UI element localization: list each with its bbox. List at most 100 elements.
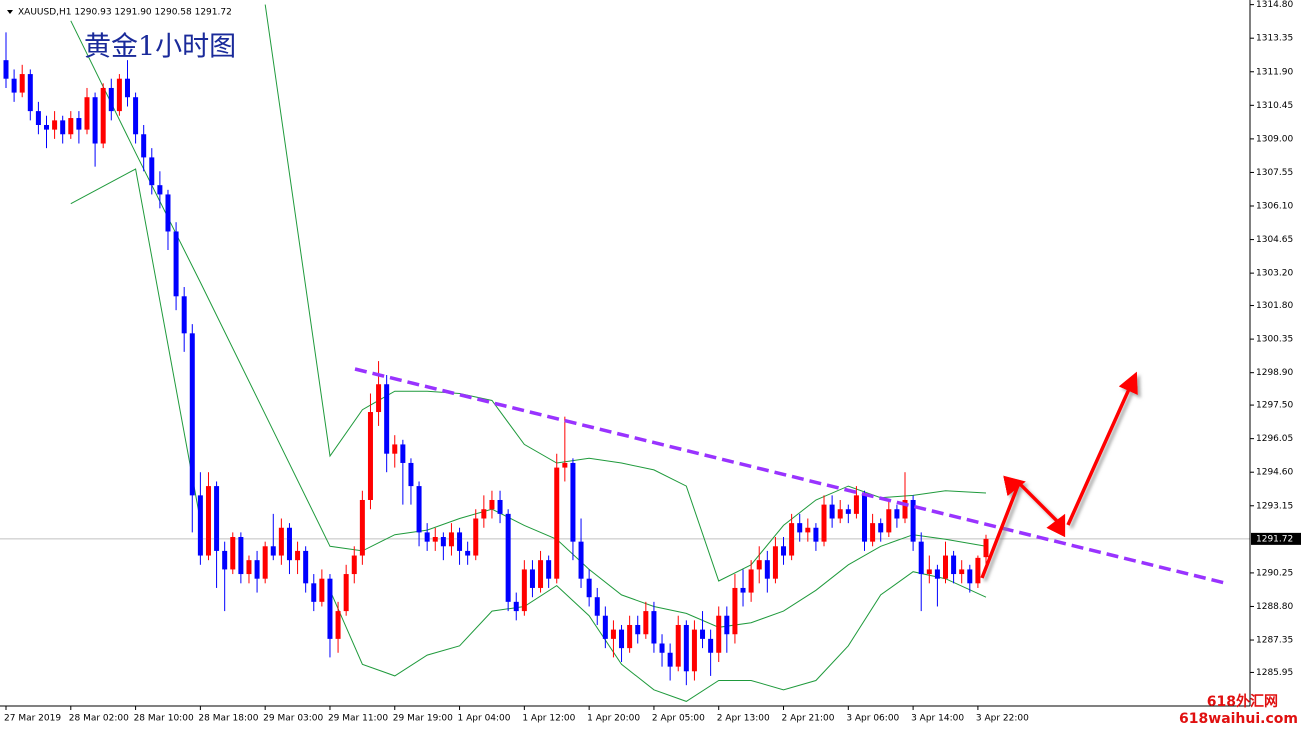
- candle-body: [408, 462, 414, 487]
- candle-body: [311, 583, 317, 602]
- watermark: 618外汇网: [1207, 693, 1278, 710]
- band-line: [70, 168, 201, 521]
- candle-body: [262, 546, 268, 579]
- y-tick-label: 1298.90: [1256, 368, 1293, 378]
- candle-body: [60, 120, 66, 135]
- candle-body: [343, 574, 349, 612]
- band-line: [70, 20, 987, 628]
- y-tick-label: 1287.35: [1256, 636, 1293, 646]
- candle-body: [133, 97, 139, 135]
- candle-body: [286, 527, 292, 561]
- current-price-label: 1291.72: [1256, 534, 1293, 544]
- candle-body: [76, 118, 82, 130]
- candle-body: [983, 538, 989, 558]
- candle-body: [278, 527, 284, 556]
- candle-body: [222, 550, 228, 570]
- candle-body: [667, 652, 673, 667]
- candle-body: [586, 578, 592, 598]
- candle-body: [870, 523, 876, 542]
- x-tick-label: 29 Mar 03:00: [263, 714, 323, 724]
- candle-body: [894, 509, 900, 519]
- candle-body: [513, 601, 519, 612]
- candle-body: [805, 527, 811, 533]
- candle-body: [448, 532, 454, 547]
- y-tick-label: 1313.35: [1256, 34, 1293, 44]
- x-tick-label: 3 Apr 22:00: [976, 714, 1029, 724]
- y-tick-label: 1293.15: [1256, 501, 1293, 511]
- candle-body: [708, 638, 714, 653]
- candle-body: [376, 384, 382, 413]
- candle-body: [149, 157, 155, 186]
- candle-body: [700, 629, 706, 639]
- x-tick-label: 2 Apr 21:00: [782, 714, 835, 724]
- y-tick-label: 1288.80: [1256, 602, 1293, 612]
- candle-body: [610, 629, 616, 639]
- y-tick-label: 1301.80: [1256, 301, 1293, 311]
- candle-body: [359, 499, 365, 556]
- candle-body: [270, 546, 276, 556]
- candle-body: [68, 118, 74, 135]
- candle-body: [295, 550, 301, 561]
- x-tick-label: 3 Apr 06:00: [846, 714, 899, 724]
- y-tick-label: 1290.25: [1256, 568, 1293, 578]
- candle-body: [853, 495, 859, 514]
- candle-body: [465, 550, 471, 556]
- candle-body: [27, 74, 33, 112]
- x-tick-label: 2 Apr 05:00: [652, 714, 705, 724]
- candle-body: [716, 615, 722, 653]
- candle-body: [740, 587, 746, 593]
- x-tick-label: 1 Apr 12:00: [522, 714, 575, 724]
- y-tick-label: 1296.05: [1256, 434, 1293, 444]
- y-tick-label: 1303.20: [1256, 269, 1293, 279]
- candle-body: [157, 185, 163, 195]
- candle-body: [230, 537, 236, 570]
- header-marker: [7, 10, 13, 14]
- y-tick-label: 1307.55: [1256, 168, 1293, 178]
- candle-body: [416, 486, 422, 533]
- candle-body: [643, 611, 649, 635]
- x-tick-label: 3 Apr 14:00: [911, 714, 964, 724]
- x-tick-label: 28 Mar 18:00: [198, 714, 258, 724]
- x-tick-label: 1 Apr 04:00: [458, 714, 511, 724]
- candle-body: [781, 546, 787, 556]
- trend-line: [354, 367, 1226, 585]
- forecast-arrow-head: [1046, 513, 1066, 538]
- candle-body: [473, 518, 479, 556]
- chart-header: XAUUSD,H1 1290.93 1291.90 1290.58 1291.7…: [18, 8, 232, 18]
- y-tick-label: 1300.35: [1256, 335, 1293, 345]
- candle-body: [570, 462, 576, 542]
- candle-body: [951, 555, 957, 575]
- candle-body: [384, 384, 390, 454]
- y-tick-label: 1309.00: [1256, 134, 1293, 144]
- candle-body: [845, 509, 851, 514]
- candle-body: [934, 569, 940, 579]
- candle-body: [238, 537, 244, 575]
- chart-title: 黄金1小时图: [84, 32, 236, 63]
- candle-body: [173, 231, 179, 297]
- candle-body: [141, 134, 147, 158]
- candle-body: [254, 560, 260, 579]
- candle-body: [108, 87, 114, 112]
- candle-body: [562, 462, 568, 468]
- candle-body: [335, 611, 341, 639]
- candle-body: [165, 194, 171, 232]
- plot-area: [0, 4, 1250, 702]
- candle-body: [497, 499, 503, 514]
- y-tick-label: 1306.10: [1256, 202, 1293, 212]
- candle-body: [489, 499, 495, 510]
- candle-body: [367, 412, 373, 500]
- candle-body: [829, 504, 835, 519]
- candle-body: [748, 569, 754, 593]
- candle-body: [756, 560, 762, 570]
- forecast-arrow: [980, 475, 1062, 579]
- candle-body: [327, 578, 333, 639]
- x-tick-label: 28 Mar 02:00: [69, 714, 129, 724]
- y-tick-label: 1310.45: [1256, 101, 1293, 111]
- candle-body: [878, 523, 884, 533]
- x-tick-label: 29 Mar 19:00: [393, 714, 453, 724]
- candle-body: [821, 504, 827, 542]
- candle-body: [181, 296, 187, 334]
- candle-body: [3, 60, 9, 79]
